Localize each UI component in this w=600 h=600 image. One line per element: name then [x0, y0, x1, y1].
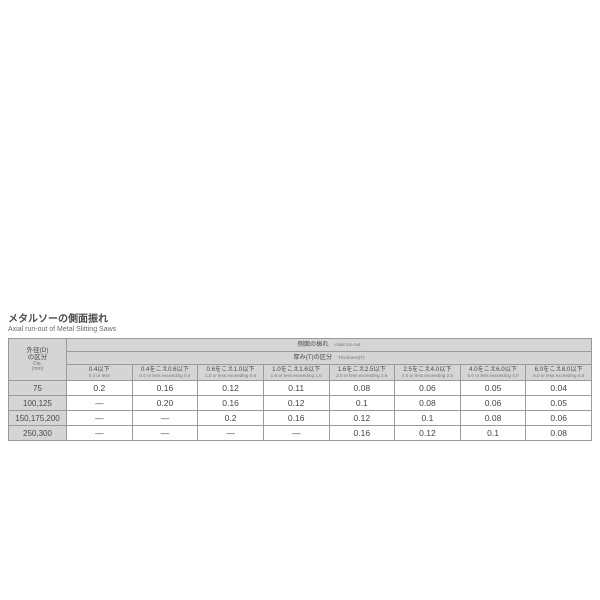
- cell: —: [67, 411, 133, 426]
- cell: —: [132, 426, 198, 441]
- cell: 0.12: [263, 396, 329, 411]
- col-thickness: 厚み(T)の区分 Thickness(T): [67, 351, 592, 364]
- cell: —: [67, 426, 133, 441]
- row-dia: 150,175,200: [9, 411, 67, 426]
- thk-col-5: 2.5をこえ4.0以下 4.0 or less exceeding 2.5: [395, 364, 461, 381]
- cell: —: [198, 426, 264, 441]
- thk-col-3: 1.0をこえ1.6以下 1.6 or less exceeding 1.0: [263, 364, 329, 381]
- cell: 0.06: [526, 411, 592, 426]
- cell: 0.16: [263, 411, 329, 426]
- cell: 0.12: [329, 411, 395, 426]
- thk-col-1: 0.4をこえ0.6以下 0.6 or less exceeding 0.4: [132, 364, 198, 381]
- cell: 0.06: [395, 381, 461, 396]
- row-dia: 75: [9, 381, 67, 396]
- table-row: 75 0.2 0.16 0.12 0.11 0.08 0.06 0.05 0.0…: [9, 381, 592, 396]
- cell: 0.2: [67, 381, 133, 396]
- col-runout: 側面の振れ Axial run-out: [67, 339, 592, 352]
- table-row: 100,125 — 0.20 0.16 0.12 0.1 0.08 0.06 0…: [9, 396, 592, 411]
- cell: 0.1: [460, 426, 526, 441]
- cell: 0.2: [198, 411, 264, 426]
- cell: 0.1: [329, 396, 395, 411]
- spec-table: 外径(D)の区分 Dia.(mm) 側面の振れ Axial run-out 厚み…: [8, 338, 592, 441]
- table-row: 250,300 — — — — 0.16 0.12 0.1 0.08: [9, 426, 592, 441]
- cell: 0.08: [526, 426, 592, 441]
- cell: 0.1: [395, 411, 461, 426]
- row-dia: 250,300: [9, 426, 67, 441]
- cell: 0.20: [132, 396, 198, 411]
- cell: 0.16: [132, 381, 198, 396]
- col-dia: 外径(D)の区分 Dia.(mm): [9, 339, 67, 381]
- cell: 0.16: [329, 426, 395, 441]
- cell: —: [67, 396, 133, 411]
- cell: —: [132, 411, 198, 426]
- thk-col-7: 6.0をこえ8.0以下 8.0 or less exceeding 6.0: [526, 364, 592, 381]
- table-row: 150,175,200 — — 0.2 0.16 0.12 0.1 0.08 0…: [9, 411, 592, 426]
- thk-col-2: 0.6をこえ1.0以下 1.0 or less exceeding 0.6: [198, 364, 264, 381]
- cell: 0.05: [526, 396, 592, 411]
- thk-col-0: 0.4以下 0.4 or less: [67, 364, 133, 381]
- row-dia: 100,125: [9, 396, 67, 411]
- thickness-header-row: 0.4以下 0.4 or less 0.4をこえ0.6以下 0.6 or les…: [9, 364, 592, 381]
- cell: 0.08: [395, 396, 461, 411]
- cell: 0.11: [263, 381, 329, 396]
- title-en: Axial run-out of Metal Slitting Saws: [8, 326, 592, 333]
- cell: 0.04: [526, 381, 592, 396]
- cell: 0.16: [198, 396, 264, 411]
- cell: 0.08: [460, 411, 526, 426]
- cell: —: [263, 426, 329, 441]
- cell: 0.12: [395, 426, 461, 441]
- table-wrapper: メタルソーの側面振れ Axial run-out of Metal Slitti…: [8, 310, 592, 441]
- cell: 0.06: [460, 396, 526, 411]
- thk-col-4: 1.6をこえ2.5以下 2.5 or less exceeding 1.6: [329, 364, 395, 381]
- cell: 0.05: [460, 381, 526, 396]
- thk-col-6: 4.0をこえ6.0以下 6.0 or less exceeding 4.0: [460, 364, 526, 381]
- cell: 0.12: [198, 381, 264, 396]
- title-jp: メタルソーの側面振れ: [8, 310, 592, 325]
- cell: 0.08: [329, 381, 395, 396]
